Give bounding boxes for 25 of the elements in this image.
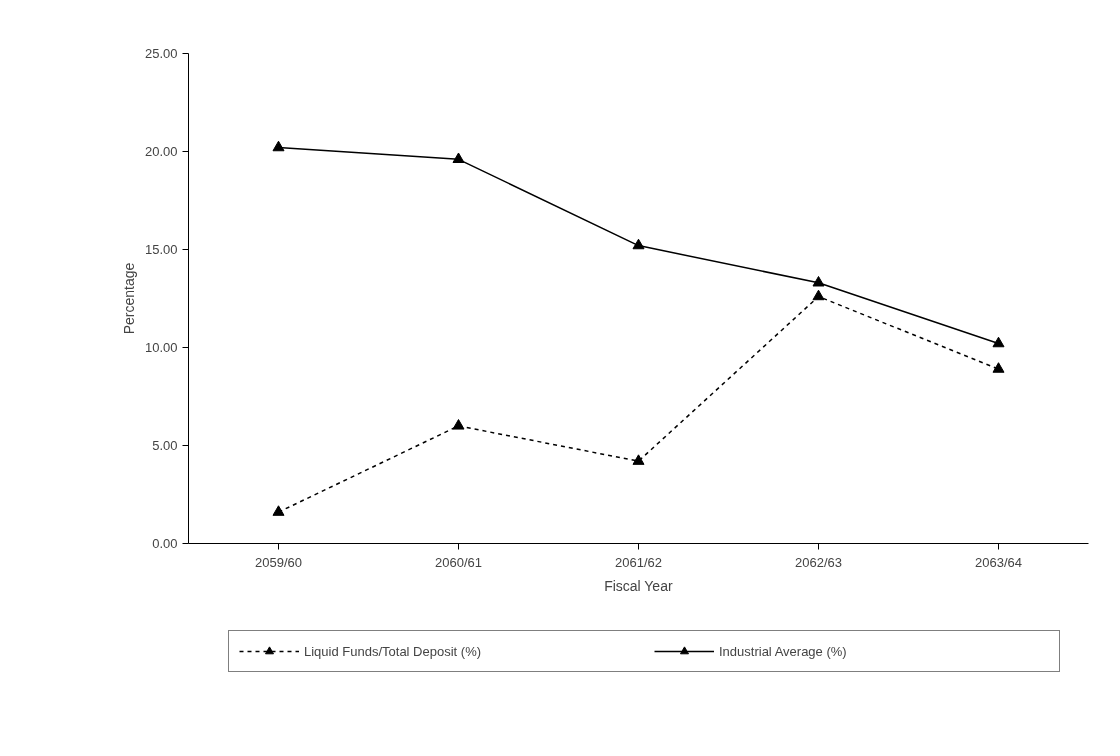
y-tick-label: 25.00 — [144, 46, 178, 61]
y-tick-label: 15.00 — [144, 242, 178, 257]
x-tick-label: 2063/64 — [975, 554, 1022, 570]
point — [812, 289, 825, 301]
y-tick-label: 5.00 — [152, 438, 178, 453]
x-tick-label: 2059/60 — [255, 554, 302, 570]
y-tick-label: 10.00 — [144, 340, 178, 355]
point — [632, 454, 645, 465]
x-tick-label: 2062/63 — [795, 554, 842, 570]
point — [992, 362, 1005, 373]
point — [452, 419, 465, 430]
point — [272, 140, 285, 152]
point — [272, 505, 285, 516]
y-tick-label: 0.00 — [152, 536, 178, 551]
legend-label: Liquid Funds/Total Deposit (%) — [304, 643, 483, 659]
x-axis-title: Fiscal Year — [604, 577, 673, 594]
point — [452, 152, 465, 164]
point — [992, 336, 1005, 348]
x-tick-label: 2060/61 — [435, 554, 482, 570]
y-tick-label: 20.00 — [144, 144, 178, 159]
x-tick-label: 2061/62 — [615, 554, 662, 570]
legend-label: Industrial Average (%) — [719, 643, 848, 659]
point — [632, 238, 645, 250]
y-axis-title: Percentage — [120, 262, 137, 335]
point — [812, 275, 825, 287]
